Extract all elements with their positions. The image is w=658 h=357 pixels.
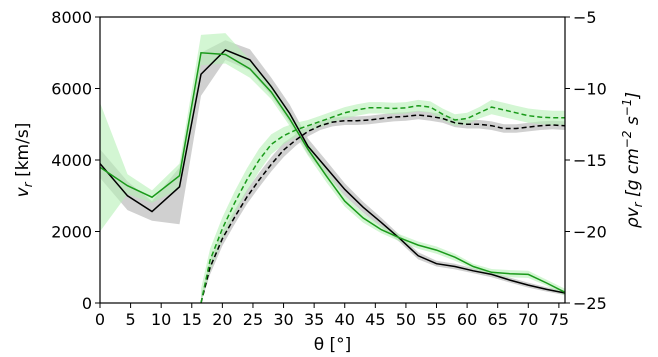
line-green-solid-left xyxy=(99,52,566,293)
x-tick-label: 30 xyxy=(273,310,293,329)
confidence-bands xyxy=(100,33,565,304)
x-tick-label: 70 xyxy=(518,310,538,329)
right-y-tick-label: −15 xyxy=(573,151,607,170)
left-y-tick-label: 4000 xyxy=(51,151,92,170)
x-tick-label: 60 xyxy=(457,310,477,329)
band-green-solid-left xyxy=(100,33,565,296)
x-tick-label: 75 xyxy=(549,310,569,329)
line-black-dashed-right xyxy=(200,114,566,304)
plot-frame xyxy=(99,16,566,304)
x-tick-label: 10 xyxy=(151,310,171,329)
x-tick-label: 20 xyxy=(212,310,232,329)
left-y-tick-label: 0 xyxy=(82,294,92,313)
right-y-tick-label: −25 xyxy=(573,294,607,313)
x-tick-label: 0 xyxy=(95,310,105,329)
x-tick-label: 45 xyxy=(365,310,385,329)
band-black-dashed-right xyxy=(201,110,565,303)
x-tick-label: 35 xyxy=(304,310,324,329)
right-y-tick-label: −5 xyxy=(573,8,597,27)
series-lines xyxy=(99,49,566,304)
x-axis-label: θ [°] xyxy=(314,335,352,355)
left-y-axis-label: vr [km/s] xyxy=(13,123,35,198)
x-tick-label: 55 xyxy=(426,310,446,329)
tick-labels: 0 5 10 15 20 25 30 35 40 45 50 55 60 65 70 75 0 2000 4000 6… xyxy=(51,8,606,329)
line-black-solid-left xyxy=(99,49,566,294)
x-tick-label: 65 xyxy=(488,310,508,329)
line-green-dashed-right xyxy=(200,104,565,304)
right-y-tick-label: −10 xyxy=(573,80,607,99)
x-tick-label: 25 xyxy=(243,310,263,329)
right-y-axis-label: ρvr [g cm−2 s−1] xyxy=(620,92,645,228)
x-tick-label: 15 xyxy=(182,310,202,329)
x-tick-label: 40 xyxy=(335,310,355,329)
left-y-tick-label: 6000 xyxy=(51,80,92,99)
right-y-tick-label: −20 xyxy=(573,223,607,242)
band-green-dashed-right xyxy=(201,99,565,304)
left-y-tick-label: 2000 xyxy=(51,223,92,242)
x-tick-label: 50 xyxy=(396,310,416,329)
x-tick-label: 5 xyxy=(125,310,135,329)
left-y-tick-label: 8000 xyxy=(51,8,92,27)
ticks xyxy=(95,16,570,308)
band-black-solid-left xyxy=(100,40,565,296)
